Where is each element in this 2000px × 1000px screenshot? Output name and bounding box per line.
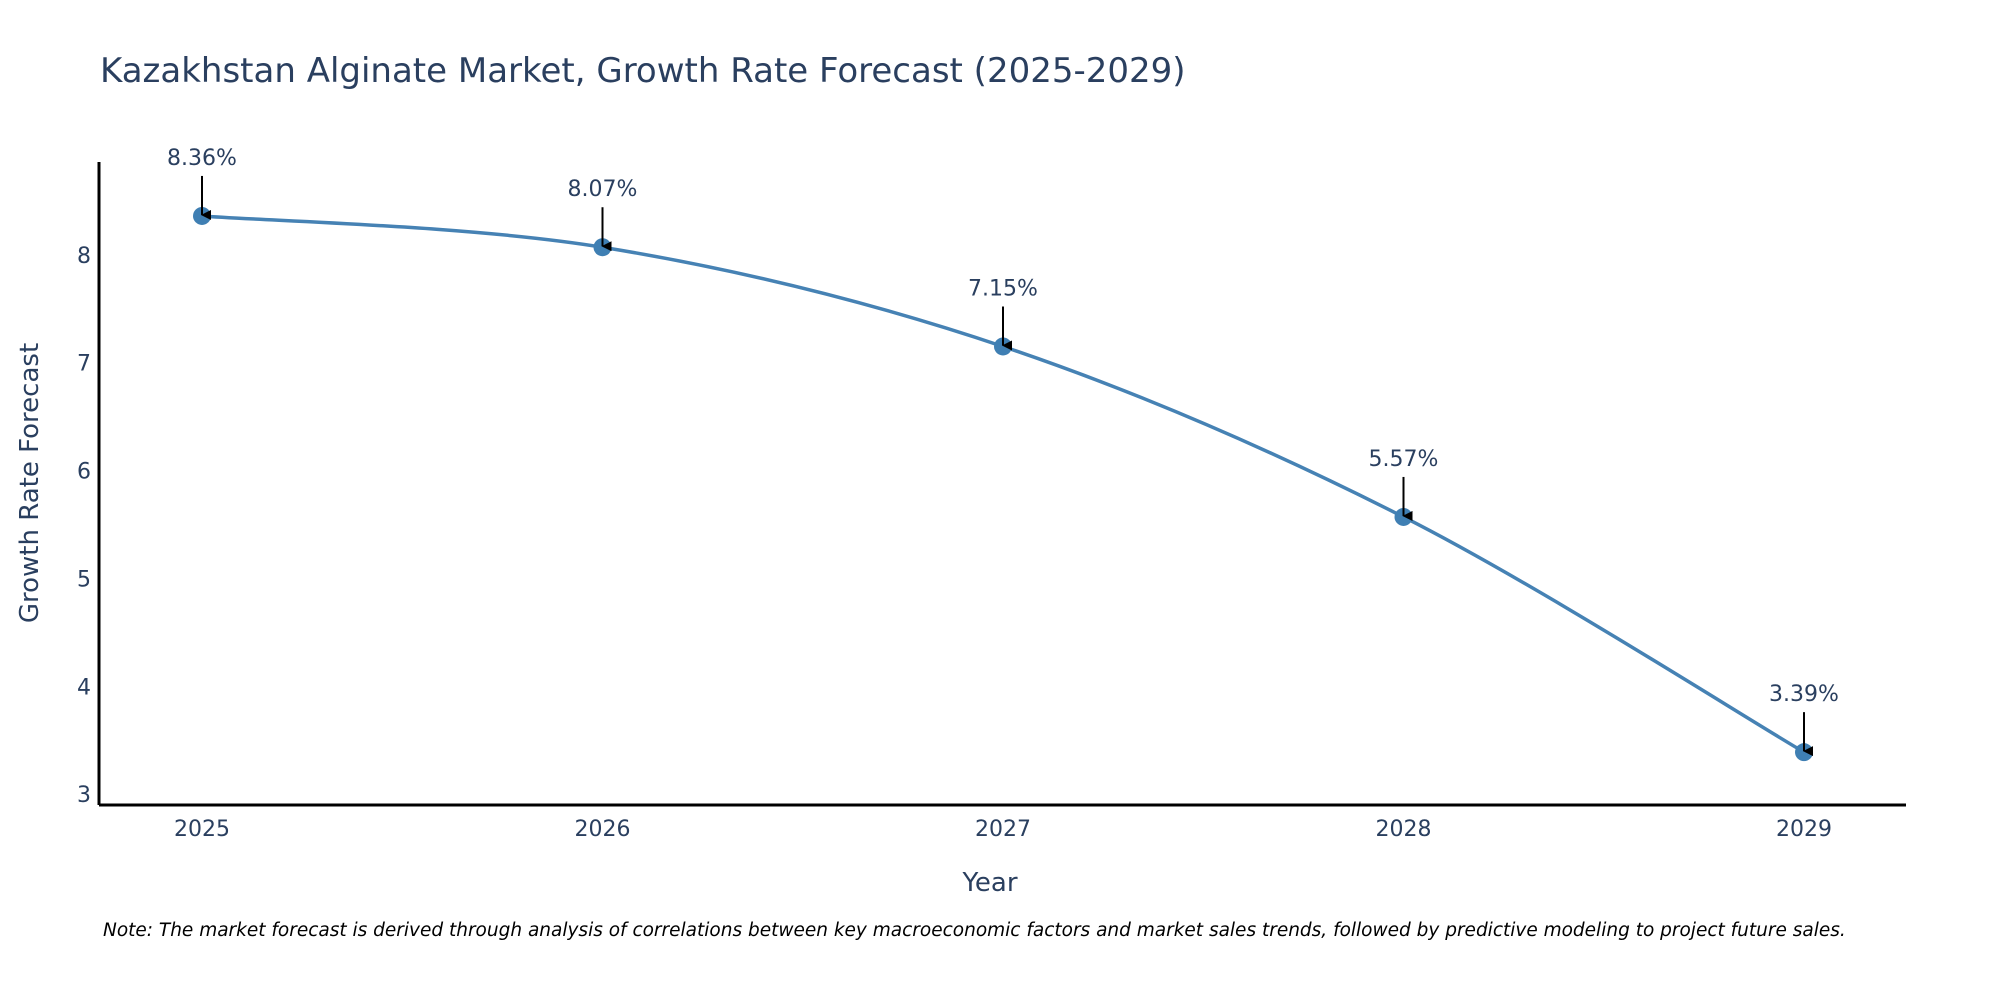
x-tick-label: 2029 <box>1776 817 1832 842</box>
y-tick-label: 3 <box>77 783 91 808</box>
y-tick-label: 7 <box>77 352 91 377</box>
y-tick-label: 8 <box>77 244 91 269</box>
data-label: 7.15% <box>968 276 1038 301</box>
data-label: 5.57% <box>1369 447 1439 472</box>
footnote: Note: The market forecast is derived thr… <box>103 920 1846 941</box>
y-axis-ticks: 3 4 5 6 7 8 <box>77 244 91 808</box>
y-tick-label: 6 <box>77 460 91 485</box>
y-axis-title: Growth Rate Forecast <box>15 343 45 623</box>
data-label: 8.36% <box>167 146 237 171</box>
data-label: 3.39% <box>1769 682 1839 707</box>
x-tick-label: 2026 <box>575 817 631 842</box>
x-tick-label: 2027 <box>975 817 1031 842</box>
y-tick-label: 5 <box>77 567 91 592</box>
x-axis-title: Year <box>961 868 1017 898</box>
y-tick-label: 4 <box>77 675 91 700</box>
data-label: 8.07% <box>568 177 638 202</box>
x-axis-ticks: 2025 2026 2027 2028 2029 <box>174 817 1832 842</box>
x-tick-label: 2025 <box>174 817 230 842</box>
chart-title: Kazakhstan Alginate Market, Growth Rate … <box>100 51 1186 91</box>
data-labels: 8.36% 8.07% 7.15% 5.57% 3.39% <box>167 146 1839 757</box>
x-tick-label: 2028 <box>1376 817 1432 842</box>
